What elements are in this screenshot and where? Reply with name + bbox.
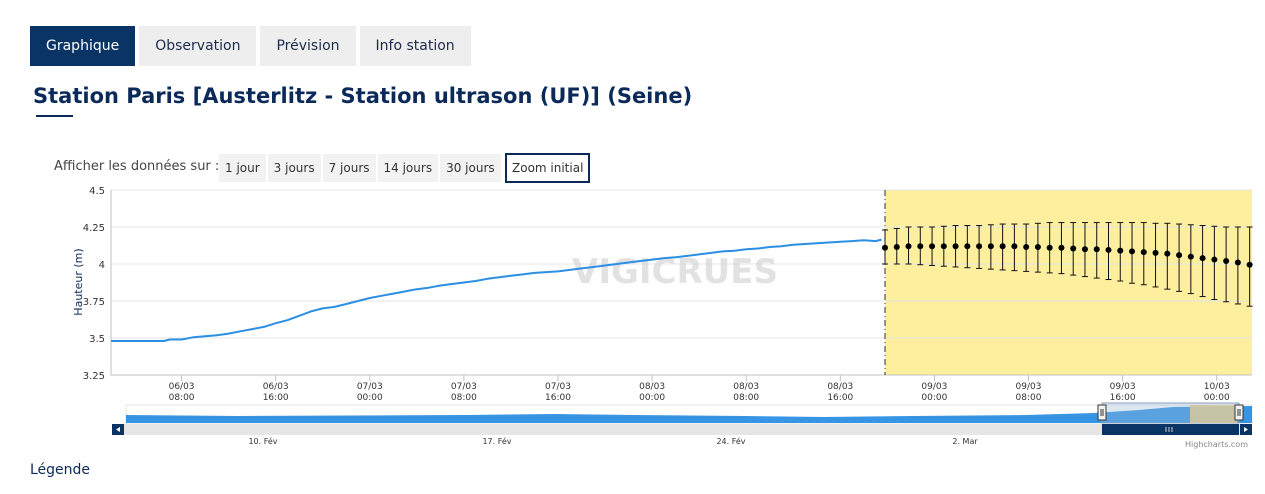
forecast-point xyxy=(999,243,1006,250)
x-tick-label-time: 00:00 xyxy=(357,393,383,403)
tab-info-station[interactable]: Info station xyxy=(359,26,471,66)
forecast-point xyxy=(905,243,912,250)
scrollbar-right-arrow-icon xyxy=(1244,427,1248,432)
scrollbar-track xyxy=(112,424,1252,435)
navigator-forecast-window xyxy=(1190,405,1237,423)
forecast-point xyxy=(881,244,888,251)
x-tick-label-time: 00:00 xyxy=(639,393,665,403)
range-button-1-day[interactable]: 1 jour xyxy=(219,154,266,182)
title-underline xyxy=(36,115,73,117)
scrollbar-left-arrow-icon xyxy=(116,427,120,432)
navigator-date-label: 10. Fév xyxy=(248,436,277,446)
x-tick-label-time: 00:00 xyxy=(921,393,947,403)
forecast-point xyxy=(1152,249,1159,256)
forecast-point xyxy=(917,243,924,250)
forecast-point xyxy=(1034,243,1041,250)
x-tick-label-time: 08:00 xyxy=(1016,393,1042,403)
forecast-point xyxy=(1176,252,1183,259)
forecast-point xyxy=(976,243,983,250)
forecast-series xyxy=(881,222,1253,307)
x-tick-label-date: 09/03 xyxy=(1110,382,1136,392)
forecast-point xyxy=(1117,247,1124,254)
forecast-point xyxy=(1129,248,1136,255)
x-tick-label-date: 08/03 xyxy=(733,382,759,392)
tab-graphique[interactable]: Graphique xyxy=(30,26,136,66)
tab-observation[interactable]: Observation xyxy=(139,26,257,66)
y-tick-label: 4.5 xyxy=(89,186,105,197)
x-tick-label-time: 16:00 xyxy=(1110,393,1136,403)
x-tick-label-time: 16:00 xyxy=(827,393,853,403)
scrollbar-thumb xyxy=(1102,424,1239,435)
forecast-point xyxy=(1164,250,1171,257)
x-tick-label-date: 09/03 xyxy=(1016,382,1042,392)
highcharts-credits: Highcharts.com xyxy=(1185,440,1248,449)
forecast-point xyxy=(1211,256,1218,263)
forecast-point xyxy=(1187,253,1194,260)
forecast-point xyxy=(1105,246,1112,253)
x-tick-label-time: 16:00 xyxy=(263,393,289,403)
x-tick-label-date: 09/03 xyxy=(921,382,947,392)
forecast-point xyxy=(1223,258,1230,265)
range-button-14-days[interactable]: 14 jours xyxy=(377,154,439,182)
forecast-point xyxy=(952,243,959,250)
x-tick-label-date: 08/03 xyxy=(827,382,853,392)
page-title: Station Paris [Austerlitz - Station ultr… xyxy=(33,84,693,108)
navigator-handle-left xyxy=(1097,404,1107,421)
y-tick-label: 4 xyxy=(99,260,105,271)
forecast-point xyxy=(940,243,947,250)
x-tick-label-date: 08/03 xyxy=(639,382,665,392)
y-tick-label: 3.25 xyxy=(83,371,105,382)
x-tick-label-date: 06/03 xyxy=(169,382,195,392)
tab-prevision[interactable]: Prévision xyxy=(260,26,356,66)
navigator-date-label: 24. Fév xyxy=(716,436,745,446)
legend-link[interactable]: Légende xyxy=(30,462,91,478)
x-tick-label-time: 08:00 xyxy=(169,393,195,403)
y-tick-label: 4.25 xyxy=(83,223,105,234)
x-tick-label-time: 16:00 xyxy=(545,393,571,403)
x-tick-label-date: 07/03 xyxy=(451,382,477,392)
forecast-band xyxy=(884,190,1252,375)
x-tick-label-date: 06/03 xyxy=(263,382,289,392)
forecast-point xyxy=(1140,249,1147,256)
navigator-handle-right xyxy=(1234,404,1244,421)
forecast-point xyxy=(1046,244,1053,251)
x-tick-label-date: 07/03 xyxy=(545,382,571,392)
forecast-point xyxy=(1011,243,1018,250)
navigator-series xyxy=(126,406,1252,423)
y-tick-label: 3.5 xyxy=(89,334,105,345)
forecast-point xyxy=(1234,259,1241,266)
x-tick-label-time: 08:00 xyxy=(733,393,759,403)
x-tick-label-time: 08:00 xyxy=(451,393,477,403)
forecast-point xyxy=(929,243,936,250)
x-tick-label-time: 00:00 xyxy=(1204,393,1230,403)
y-axis-title: Hauteur (m) xyxy=(72,248,85,315)
observed-series-line xyxy=(111,238,882,342)
forecast-point xyxy=(1023,243,1030,250)
navigator-date-label: 2. Mar xyxy=(952,437,978,446)
range-selector-label: Afficher les données sur : xyxy=(54,159,220,174)
zoom-initial-button[interactable]: Zoom initial xyxy=(505,153,591,183)
forecast-point xyxy=(1081,246,1088,253)
range-button-3-days[interactable]: 3 jours xyxy=(267,154,321,182)
y-tick-label: 3.75 xyxy=(83,297,105,308)
forecast-point xyxy=(964,243,971,250)
range-button-7-days[interactable]: 7 jours xyxy=(322,154,376,182)
forecast-point xyxy=(1093,246,1100,253)
tab-bar: Graphique Observation Prévision Info sta… xyxy=(30,26,471,66)
x-tick-label-date: 10/03 xyxy=(1204,382,1230,392)
range-button-30-days[interactable]: 30 jours xyxy=(440,154,501,182)
range-selector-buttons: 1 jour 3 jours 7 jours 14 jours 30 jours xyxy=(219,154,501,182)
forecast-point xyxy=(893,243,900,250)
vigicrues-watermark: VIGICRUES xyxy=(572,252,778,292)
navigator-date-label: 17. Fév xyxy=(482,436,511,446)
forecast-point xyxy=(1246,261,1253,268)
forecast-point xyxy=(1199,255,1206,262)
forecast-point xyxy=(1070,245,1077,252)
forecast-point xyxy=(1058,244,1065,251)
forecast-point xyxy=(987,243,994,250)
x-tick-label-date: 07/03 xyxy=(357,382,383,392)
